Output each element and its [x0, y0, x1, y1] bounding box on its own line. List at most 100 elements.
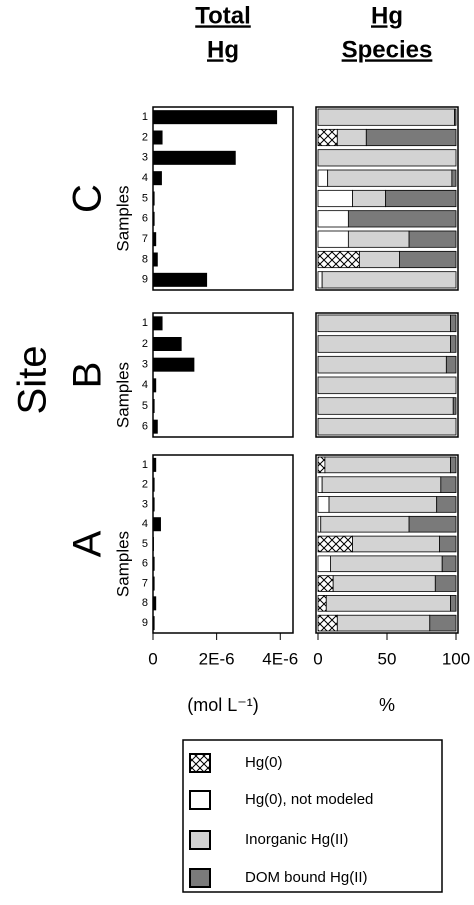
stacked-segment	[436, 496, 457, 513]
stacked-segment	[317, 271, 323, 289]
stacked-segment	[347, 210, 457, 228]
bar	[153, 616, 155, 631]
stacked-segment	[317, 515, 322, 533]
bar	[153, 399, 155, 413]
y-tick-label: 2	[142, 479, 148, 491]
y-tick-label: 3	[142, 152, 148, 164]
legend-swatch	[189, 790, 211, 810]
x-tick-label: 50	[378, 649, 397, 668]
stacked-segment	[434, 575, 457, 592]
stacked-segment	[336, 614, 431, 632]
panel-frame	[152, 454, 294, 634]
stacked-segment	[317, 108, 456, 126]
bar	[153, 556, 155, 571]
bar	[153, 130, 163, 145]
bar	[153, 477, 155, 492]
y-tick-label: 9	[142, 274, 148, 286]
y-axis-label: Samples	[113, 531, 132, 597]
bar	[153, 252, 158, 267]
stacked-segment	[365, 128, 457, 147]
stacked-segment	[440, 476, 457, 493]
stacked-segment	[317, 314, 451, 333]
y-tick-label: 5	[142, 192, 148, 204]
stacked-segment	[408, 515, 457, 533]
bar	[153, 171, 162, 186]
panel-frame	[315, 312, 459, 438]
stacked-segment	[452, 397, 457, 415]
stacked-segment	[451, 169, 457, 187]
y-tick-label: 4	[142, 518, 148, 530]
bar	[153, 232, 157, 247]
stacked-segment	[450, 335, 457, 353]
site-label: C	[66, 184, 110, 213]
stacked-segment	[317, 496, 330, 513]
column-title: Hg	[371, 2, 403, 29]
y-tick-label: 7	[142, 233, 148, 245]
legend-label: Inorganic Hg(II)	[245, 831, 348, 848]
bar	[153, 457, 157, 472]
site-label: B	[66, 362, 110, 389]
bar	[153, 337, 182, 351]
bar	[153, 110, 278, 125]
y-tick-label: 3	[142, 359, 148, 371]
bar	[153, 272, 208, 287]
stacked-segment	[439, 535, 457, 553]
legend	[182, 739, 443, 893]
stacked-segment	[317, 355, 447, 374]
bar	[153, 191, 155, 206]
y-axis-label: Samples	[113, 185, 132, 251]
bar	[153, 576, 155, 591]
stacked-segment	[450, 595, 457, 612]
bar	[153, 537, 154, 551]
site-label: A	[66, 530, 110, 557]
stacked-segment	[399, 250, 457, 269]
column-title: Species	[342, 36, 433, 63]
stacked-segment	[317, 417, 457, 436]
stacked-segment	[324, 456, 451, 474]
legend-label: Hg(0), not modeled	[245, 791, 373, 808]
y-axis-label: Site	[11, 346, 55, 415]
stacked-segment	[317, 535, 353, 553]
stacked-segment	[429, 614, 457, 632]
y-tick-label: 8	[142, 253, 148, 265]
stacked-segment	[441, 555, 457, 573]
stacked-segment	[317, 456, 326, 474]
panel-frame	[152, 312, 294, 438]
y-tick-label: 9	[142, 617, 148, 629]
stacked-segment	[317, 128, 338, 147]
stacked-segment	[328, 496, 438, 513]
y-tick-label: 1	[142, 459, 148, 471]
y-tick-label: 1	[142, 111, 148, 123]
y-tick-label: 2	[142, 338, 148, 350]
stacked-segment	[321, 271, 457, 289]
x-tick-label: 0	[313, 649, 322, 668]
y-tick-label: 2	[142, 131, 148, 143]
bar	[153, 316, 163, 331]
stacked-segment	[317, 335, 451, 353]
stacked-segment	[317, 575, 334, 592]
stacked-segment	[317, 210, 349, 228]
x-axis-label: (mol L⁻¹)	[187, 695, 259, 715]
y-tick-label: 6	[142, 421, 148, 433]
stacked-segment	[317, 250, 360, 269]
x-axis-label: %	[379, 695, 395, 715]
stacked-segment	[317, 476, 323, 493]
panel-frame	[315, 454, 459, 634]
stacked-segment	[320, 515, 410, 533]
x-tick-label: 4E-6	[262, 649, 298, 668]
stacked-segment	[325, 595, 451, 612]
stacked-segment	[321, 476, 442, 493]
stacked-segment	[347, 230, 410, 248]
bar	[153, 378, 157, 393]
stacked-segment	[358, 250, 400, 269]
x-tick-label: 2E-6	[199, 649, 235, 668]
column-title: Total	[195, 2, 251, 29]
y-tick-label: 6	[142, 213, 148, 225]
legend-swatch	[189, 868, 211, 888]
y-tick-label: 7	[142, 577, 148, 589]
legend-label: DOM bound Hg(II)	[245, 869, 368, 886]
y-tick-label: 1	[142, 317, 148, 329]
bar	[153, 497, 155, 512]
bar	[153, 419, 158, 434]
